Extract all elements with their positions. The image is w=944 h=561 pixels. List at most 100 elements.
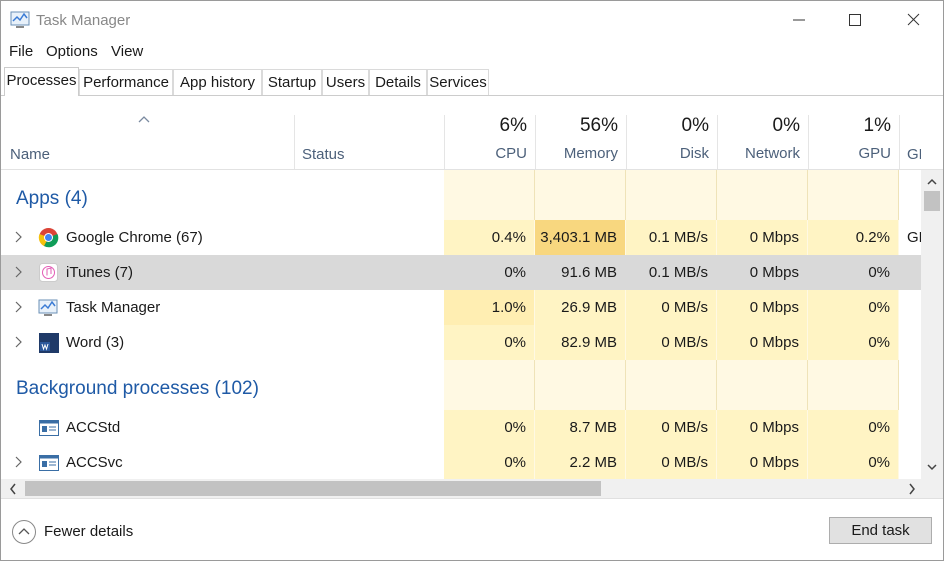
app-icon: [10, 11, 30, 28]
fewer-details[interactable]: Fewer details: [44, 523, 134, 540]
network: 0 Mbps: [717, 290, 808, 325]
process-name: Google Chrome (67): [66, 229, 203, 246]
gpu: 0%: [808, 255, 899, 290]
gpu: 0%: [808, 325, 899, 360]
shape: [16, 26, 24, 28]
network: 0 Mbps: [717, 325, 808, 360]
process-row[interactable]: Word (3) 0% 82.9 MB 0 MB/s 0 Mbps 0%: [1, 325, 921, 360]
process-row[interactable]: ACCStd 0% 8.7 MB 0 MB/s 0 Mbps 0%: [1, 410, 921, 445]
shape: [10, 483, 16, 495]
shape: [46, 267, 52, 276]
sort-arrow: [138, 116, 150, 123]
column-divider: [808, 115, 809, 169]
window-title: Task Manager: [36, 12, 131, 29]
shape: [10, 11, 30, 26]
shape: [12, 12, 28, 22]
shape: [15, 266, 22, 278]
shape: [18, 528, 30, 535]
process-name: ACCStd: [66, 419, 121, 436]
tab[interactable]: Startup: [262, 69, 322, 95]
process-name: iTunes (7): [66, 264, 133, 281]
shape: [927, 178, 937, 185]
memory: 82.9 MB: [535, 325, 626, 360]
tab[interactable]: Services: [427, 69, 489, 95]
shape: [40, 300, 56, 310]
memory: 8.7 MB: [535, 410, 626, 445]
cpu: 0%: [444, 410, 535, 445]
horizontal-scrollbar[interactable]: [1, 479, 921, 498]
cpu: 0%: [444, 255, 535, 290]
memory: 2.2 MB: [535, 445, 626, 480]
gpu: 0%: [808, 290, 899, 325]
shape: [40, 342, 50, 351]
shape: [38, 299, 58, 314]
shape: [921, 479, 943, 498]
shape: [44, 314, 52, 316]
window-controls[interactable]: [781, 9, 931, 31]
icon: [38, 299, 58, 316]
process-row[interactable]: iTunes (7) 0% 91.6 MB 0.1 MB/s 0 Mbps 0%: [1, 255, 921, 290]
icon: [15, 231, 22, 243]
tab[interactable]: Performance: [79, 69, 173, 95]
gpu-engine: GP: [907, 229, 921, 246]
icon: [39, 455, 59, 471]
column-header[interactable]: GPU e: [907, 146, 921, 163]
tab[interactable]: Users: [322, 69, 369, 95]
icon: [15, 301, 22, 313]
tab[interactable]: Details: [369, 69, 427, 95]
shape: [15, 231, 22, 243]
shape: [39, 420, 59, 424]
process-row[interactable]: ACCSvc 0% 2.2 MB 0 MB/s 0 Mbps 0%: [1, 445, 921, 480]
network: 0 Mbps: [717, 255, 808, 290]
tab-rule: [1, 95, 943, 96]
column-header[interactable]: Status: [302, 146, 345, 163]
gpu: 0%: [808, 410, 899, 445]
column-header[interactable]: Disk: [679, 145, 709, 162]
group-title: Background processes (102): [16, 378, 259, 399]
shape: [45, 234, 52, 241]
end-task-button[interactable]: End task: [829, 517, 932, 544]
icon: [15, 266, 22, 278]
column-percent: 56%: [579, 115, 618, 136]
disk: 0.1 MB/s: [626, 255, 717, 290]
menu-item[interactable]: View: [111, 43, 144, 60]
disk: 0 MB/s: [626, 445, 717, 480]
tab[interactable]: Processes: [4, 67, 79, 96]
process-row[interactable]: Task Manager 1.0% 26.9 MB 0 MB/s 0 Mbps …: [1, 290, 921, 325]
column-divider: [626, 115, 627, 169]
vertical-scrollbar[interactable]: [921, 170, 943, 479]
column-header[interactable]: Name: [10, 146, 51, 163]
shape: [42, 266, 55, 279]
shape: [138, 116, 150, 123]
shape: [924, 191, 940, 211]
gpu: 0.2%: [808, 220, 899, 255]
menu-item[interactable]: Options: [46, 43, 98, 60]
column-header[interactable]: CPU: [495, 145, 527, 162]
gpu: 0%: [808, 445, 899, 480]
tab[interactable]: App history: [173, 69, 262, 95]
shape: [42, 426, 47, 432]
process-row[interactable]: Google Chrome (67) 0.4% 3,403.1 MB 0.1 M…: [1, 220, 921, 255]
column-header[interactable]: Network: [744, 145, 800, 162]
column-header[interactable]: Memory: [563, 145, 618, 162]
cpu: 1.0%: [444, 290, 535, 325]
shape: [41, 343, 49, 351]
column-percent: 0%: [681, 115, 709, 136]
shape: [849, 14, 861, 26]
menu-item[interactable]: File: [9, 43, 34, 60]
disk: 0 MB/s: [626, 290, 717, 325]
cpu: 0%: [444, 445, 535, 480]
memory: 26.9 MB: [535, 290, 626, 325]
shape: [42, 461, 47, 467]
shape: [39, 455, 59, 459]
column-percent: 1%: [863, 115, 891, 136]
column-header[interactable]: GPU: [858, 145, 891, 162]
fewer-details-icon[interactable]: [11, 519, 37, 545]
shape: [921, 170, 943, 479]
shape: [12, 520, 36, 544]
network: 0 Mbps: [717, 445, 808, 480]
icon: [38, 228, 59, 248]
column-percent: 6%: [499, 115, 527, 136]
